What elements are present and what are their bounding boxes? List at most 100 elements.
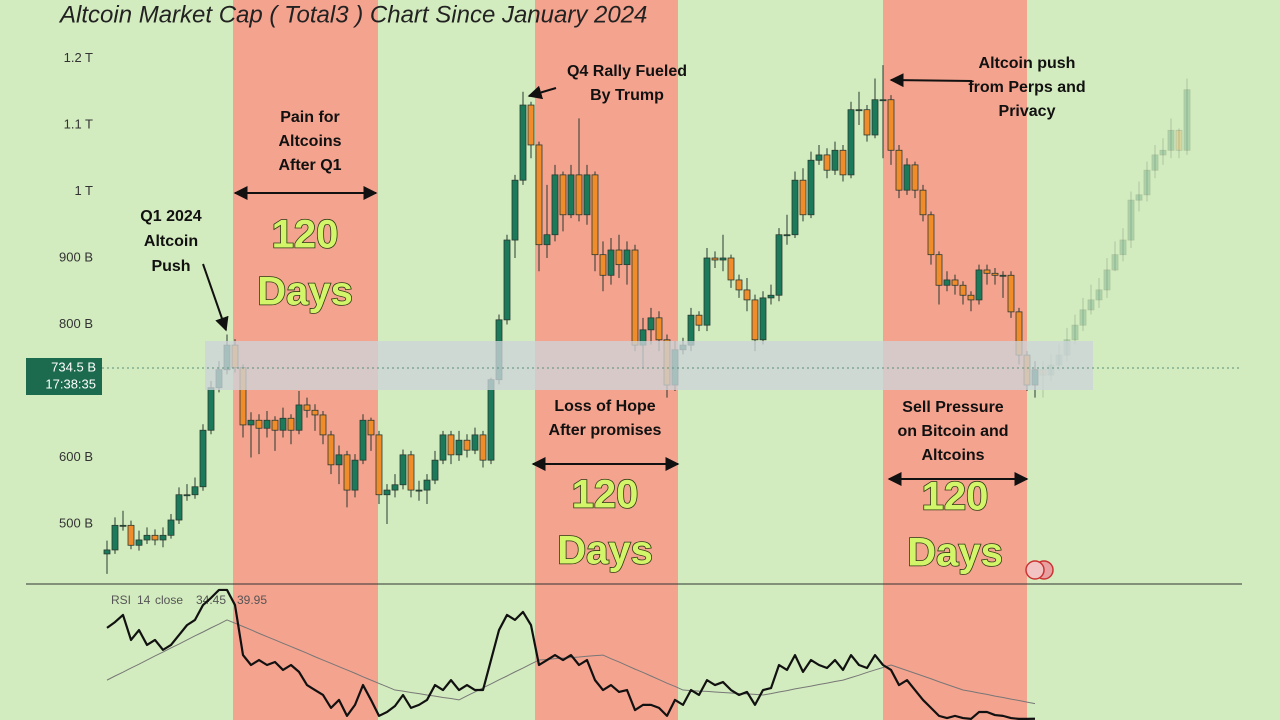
y-tick-label: 600 B [59,449,93,464]
rsi-length: 14 [137,593,151,607]
candle-body [279,417,287,431]
rsi-line [106,588,1036,720]
candle-body [183,494,191,497]
candle-body [751,299,759,341]
candle-body [599,254,607,276]
candle-body [903,164,911,191]
annotation: Q4 Rally Fueled [567,63,687,80]
candle-body [447,434,455,456]
support-zone [205,341,1093,390]
annotation: Loss of Hope [554,398,655,415]
candle-body [847,109,855,176]
candle-body [343,454,351,491]
candle-body [1087,299,1095,311]
candle-body [439,434,447,461]
candle-body [855,109,863,112]
y-tick-label: 800 B [59,316,93,331]
annotation: Push [151,258,190,275]
candle-body [167,519,175,536]
period-days: 120 [922,475,989,519]
candle-body [559,174,567,216]
candle-body [1095,289,1103,301]
candle-body [111,524,119,551]
rsi-name: RSI [111,593,131,607]
candle-body [583,174,591,216]
candle-body [375,434,383,496]
candle-body [1175,129,1183,151]
candle-body [479,434,487,461]
annotation: By Trump [590,87,664,104]
candle-body [151,534,159,541]
candle-body [999,274,1007,277]
candle-body [1111,254,1119,271]
annotation: Altcoin [144,233,198,250]
candle-body [423,479,431,491]
candle-body [1119,239,1127,256]
candle-body [743,289,751,301]
candle-body [487,379,495,461]
annotation: After Q1 [278,157,341,174]
candle-body [775,234,783,296]
candle-body [271,419,279,431]
candle-body [503,239,511,321]
candle-body [551,174,559,236]
candle-body [327,434,335,466]
candle-body [839,149,847,176]
candle-body [655,317,663,341]
period-days: 120 [572,473,639,517]
candle-body [719,257,727,261]
candle-body [615,249,623,266]
candles [103,65,1191,574]
candle-body [575,174,583,216]
candle-body [1103,269,1111,291]
candle-body [831,149,839,171]
candle-body [319,414,327,436]
period-unit: Days [907,531,1003,575]
arrow [527,85,557,100]
candle-body [783,234,791,237]
arrow [202,263,229,332]
price-label: 734.5 B 17:38:35 [26,358,102,395]
y-tick-label: 1.1 T [64,116,93,131]
annotation: Altcoin push [979,55,1076,72]
candle-body [927,214,935,256]
annotation: Altcoins [278,133,341,150]
candle-body [127,524,135,546]
candle-body [567,174,575,216]
annotation: on Bitcoin and [897,423,1008,440]
candle-body [631,249,639,346]
candle-body [623,249,631,266]
candle-body [871,99,879,136]
y-tick-label: 500 B [59,515,93,530]
candle-body [527,104,535,146]
candle-body [1159,149,1167,156]
candle-body [159,534,167,541]
period-unit: Days [557,529,653,573]
y-tick-label: 1 T [74,183,93,198]
candle-body [535,144,543,246]
candle-body [607,249,615,276]
candle-body [799,179,807,216]
candle-body [407,454,415,491]
candle-body [791,179,799,236]
y-tick-label: 1.2 T [64,50,93,65]
candle-body [455,439,463,456]
candle-body [199,429,207,488]
candle-body [391,484,399,491]
candle-body [207,387,215,431]
candle-body [695,314,703,326]
chart-title: Altcoin Market Cap ( Total3 ) Chart Sinc… [58,1,647,28]
candle-body [463,439,471,451]
candle-body [887,99,895,151]
candle-body [975,269,983,301]
candle-body [351,459,359,491]
annotation: Sell Pressure [902,399,1004,416]
candle-body [767,294,775,299]
period-unit: Days [257,270,353,314]
candle-body [263,419,271,429]
countdown: 17:38:35 [45,376,96,391]
candle-body [943,279,951,286]
candle-body [399,454,407,486]
candle-body [519,104,527,181]
